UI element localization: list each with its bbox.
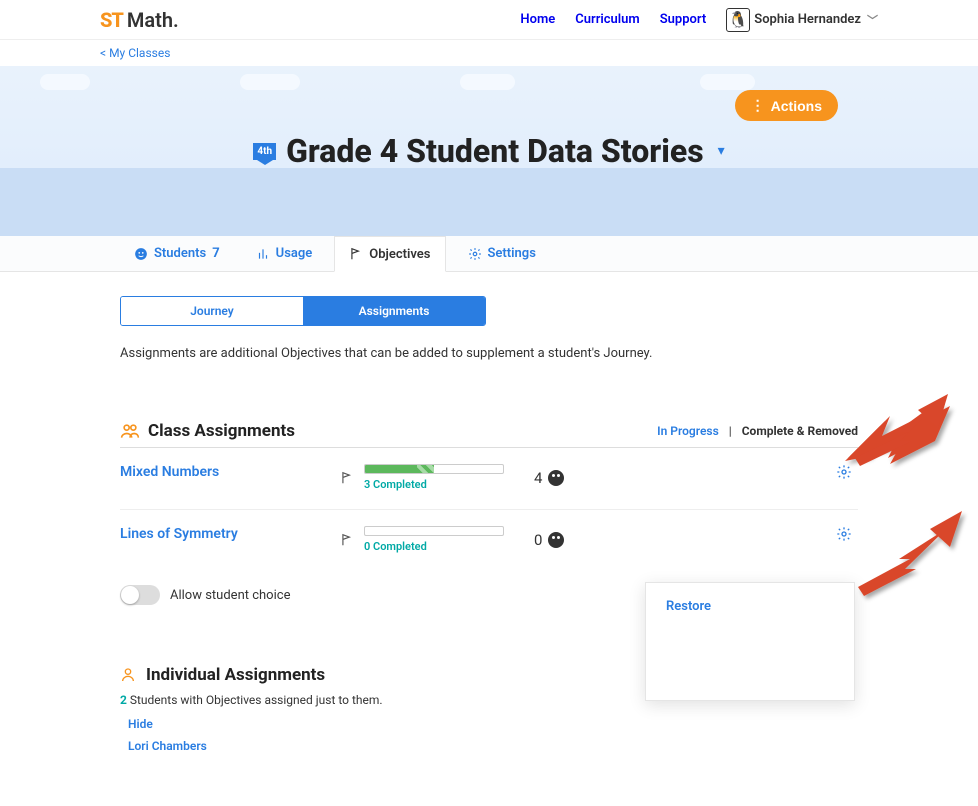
progress-label: 3 Completed — [364, 478, 504, 491]
grade-badge: 4th — [253, 143, 276, 160]
actions-label: Actions — [771, 98, 822, 114]
class-assignments-title: Class Assignments — [148, 421, 295, 441]
user-name: Sophia Hernandez — [754, 12, 861, 27]
gear-icon — [836, 526, 852, 542]
gear-popover: Restore — [645, 582, 855, 701]
assignment-progress-group: 0 Completed 0 — [340, 526, 564, 553]
breadcrumb-bar: < My Classes — [0, 40, 978, 66]
logo: STMath. — [100, 8, 179, 32]
assignment-student-count: 0 — [534, 531, 564, 549]
tab-usage[interactable]: Usage — [242, 236, 327, 271]
description-text: Assignments are additional Objectives th… — [120, 346, 858, 361]
tab-students[interactable]: Students 7 — [120, 236, 234, 271]
actions-button[interactable]: ⋮ Actions — [735, 90, 838, 121]
face-icon — [134, 247, 148, 261]
individual-assignments-title: Individual Assignments — [146, 665, 325, 685]
tab-usage-label: Usage — [276, 246, 313, 261]
gear-icon — [468, 247, 482, 261]
segment-journey[interactable]: Journey — [121, 297, 303, 325]
tab-strip: Students 7 Usage Objectives Settings — [0, 236, 978, 272]
tab-students-count: 7 — [212, 246, 219, 261]
content-area: Journey Assignments Assignments are addi… — [0, 272, 978, 793]
assignment-row: Mixed Numbers 3 Completed 4 — [120, 448, 858, 510]
student-link[interactable]: Lori Chambers — [128, 739, 858, 753]
main-area: ⋮ Actions 4th Grade 4 Student Data Stori… — [0, 66, 978, 793]
student-links-list: Hide Lori Chambers — [120, 717, 858, 753]
filter-in-progress[interactable]: In Progress — [657, 424, 719, 438]
assignment-gear-button[interactable] — [836, 464, 852, 484]
logo-math: Math. — [127, 8, 179, 32]
nav-curriculum[interactable]: Curriculum — [575, 12, 639, 27]
page-title: Grade 4 Student Data Stories — [286, 132, 704, 170]
assignment-name[interactable]: Mixed Numbers — [120, 464, 340, 480]
breadcrumb-link[interactable]: < My Classes — [100, 46, 170, 60]
top-nav: Home Curriculum Support 🐧 Sophia Hernand… — [520, 8, 878, 32]
tab-objectives-label: Objectives — [369, 247, 430, 262]
tab-students-label: Students — [154, 246, 206, 261]
student-choice-label: Allow student choice — [170, 588, 290, 603]
student-link[interactable]: Hide — [128, 717, 858, 731]
segment-assignments[interactable]: Assignments — [303, 297, 485, 325]
hero-banner: ⋮ Actions 4th Grade 4 Student Data Stori… — [0, 66, 978, 236]
gear-icon — [836, 464, 852, 480]
assignment-row: Lines of Symmetry 0 Completed 0 — [120, 510, 858, 571]
student-choice-toggle[interactable] — [120, 585, 160, 605]
dots-icon: ⋮ — [751, 97, 765, 114]
avatar-icon: 🐧 — [726, 8, 750, 32]
filter-links: In Progress | Complete & Removed — [657, 424, 858, 438]
assignments-list: Mixed Numbers 3 Completed 4 Lines of Symmet… — [120, 448, 858, 571]
flag-icon — [340, 533, 354, 547]
person-icon — [120, 667, 136, 683]
segment-toggle: Journey Assignments — [120, 296, 486, 326]
class-assignments-header: Class Assignments In Progress | Complete… — [120, 421, 858, 448]
progress-bar — [364, 526, 504, 536]
nav-support[interactable]: Support — [660, 12, 707, 27]
chevron-down-icon: ﹀ — [867, 12, 878, 28]
tab-settings-label: Settings — [488, 246, 536, 261]
progress-bar — [364, 464, 504, 474]
assignment-gear-button[interactable] — [836, 526, 852, 546]
filter-complete-removed[interactable]: Complete & Removed — [742, 424, 858, 438]
assignment-student-count: 4 — [534, 469, 564, 487]
bars-icon — [256, 247, 270, 261]
popover-restore[interactable]: Restore — [666, 599, 834, 614]
top-header: STMath. Home Curriculum Support 🐧 Sophia… — [0, 0, 978, 40]
tab-objectives[interactable]: Objectives — [334, 236, 445, 272]
flag-icon — [349, 247, 363, 261]
individual-count-rest: Students with Objectives assigned just t… — [127, 693, 383, 707]
logo-st: ST — [100, 8, 123, 32]
flag-icon — [340, 471, 354, 485]
face-icon — [548, 532, 564, 548]
tab-settings[interactable]: Settings — [454, 236, 550, 271]
individual-count: 2 — [120, 693, 127, 707]
face-icon — [548, 470, 564, 486]
user-menu[interactable]: 🐧 Sophia Hernandez ﹀ — [726, 8, 878, 32]
nav-home[interactable]: Home — [520, 12, 555, 27]
title-dropdown-icon[interactable]: ▾ — [718, 143, 725, 159]
people-icon — [120, 423, 140, 439]
progress-label: 0 Completed — [364, 540, 504, 553]
assignment-progress-group: 3 Completed 4 — [340, 464, 564, 491]
assignment-name[interactable]: Lines of Symmetry — [120, 526, 340, 542]
